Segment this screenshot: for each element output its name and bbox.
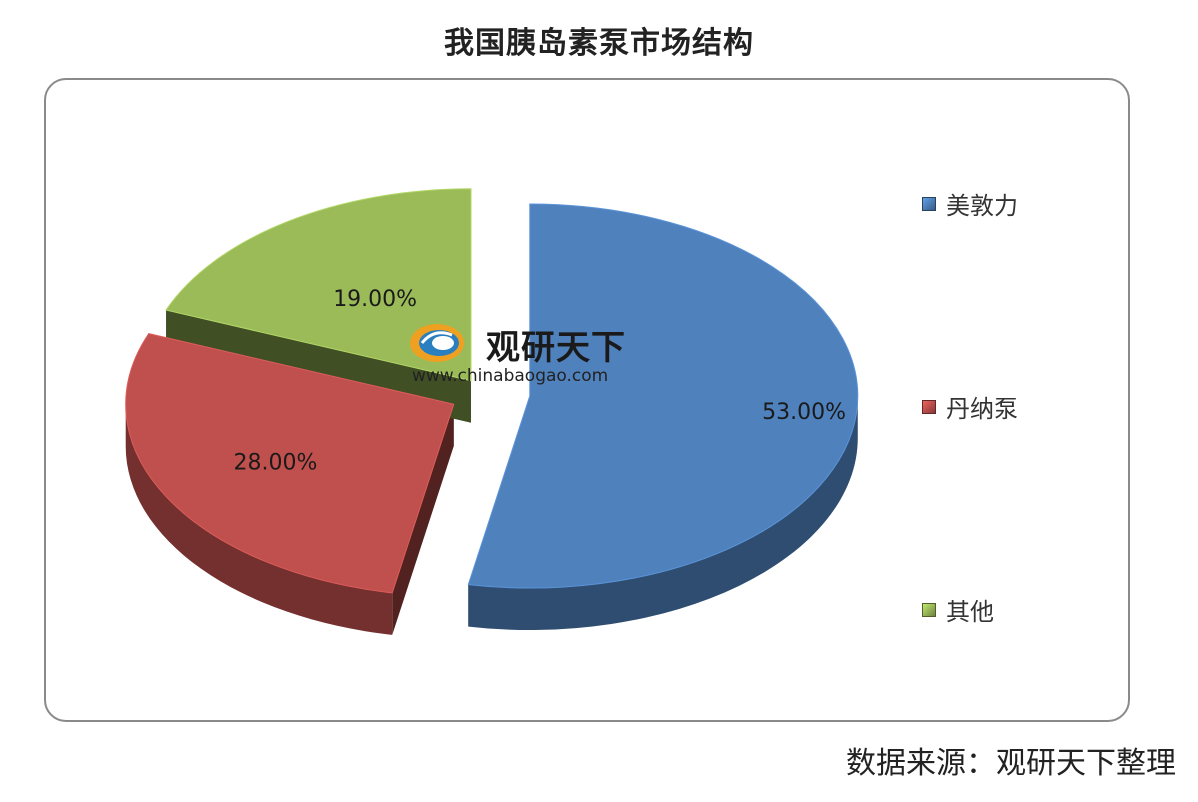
watermark-name: 观研天下 xyxy=(486,328,626,368)
pie-slice-side xyxy=(392,404,454,635)
legend-item: 美敦力 xyxy=(922,186,1018,221)
watermark: 观研天下 www.chinabaogao.com xyxy=(408,318,648,390)
pie-data-label: 28.00% xyxy=(234,451,318,476)
pie-slice xyxy=(165,188,472,382)
legend-label: 丹纳泵 xyxy=(946,395,1018,423)
watermark-logo-icon xyxy=(410,324,464,362)
pie-slice xyxy=(467,203,859,589)
legend-item: 丹纳泵 xyxy=(922,389,1018,424)
legend-label: 美敦力 xyxy=(946,192,1018,220)
pie-slice-edge xyxy=(125,404,393,635)
pie-data-label: 19.00% xyxy=(333,287,417,312)
pie-slice xyxy=(125,333,455,594)
legend-swatch xyxy=(922,399,936,414)
chart-title: 我国胰岛素泵市场结构 xyxy=(444,26,754,61)
legend-label: 其他 xyxy=(946,598,994,626)
watermark-url: www.chinabaogao.com xyxy=(412,366,609,386)
legend-swatch xyxy=(922,196,936,211)
pie-slice-edge xyxy=(468,395,858,630)
legend-item: 其他 xyxy=(922,592,994,627)
source-note: 数据来源：观研天下整理 xyxy=(846,746,1176,781)
pie-data-label: 53.00% xyxy=(762,400,846,425)
legend-swatch xyxy=(922,602,936,617)
